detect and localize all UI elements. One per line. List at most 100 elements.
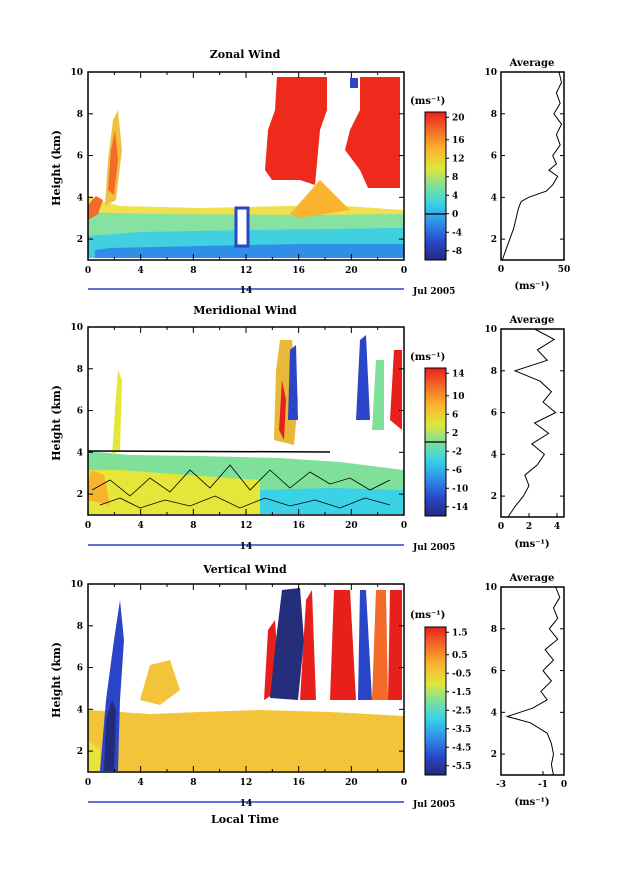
colorbar-tick-label: 0 bbox=[452, 210, 458, 220]
colorbar-tick-label: -5.5 bbox=[452, 762, 471, 772]
colorbar-tick-label: -0.5 bbox=[452, 669, 471, 679]
colorbar-tick-label: -14 bbox=[452, 503, 468, 513]
colorbar-tick-label: -3.5 bbox=[452, 725, 471, 735]
profile-x-tick-label: 0 bbox=[498, 522, 504, 532]
profile-y-tick-label: 6 bbox=[491, 667, 497, 677]
profile-x-axis: 0 2 4 bbox=[498, 513, 560, 532]
profile-title: Average bbox=[509, 573, 555, 584]
profile-y-tick-label: 10 bbox=[484, 583, 497, 593]
x-tick-label: 0 bbox=[85, 778, 91, 788]
colorbar-unit: (ms⁻¹) bbox=[410, 96, 445, 107]
colorbar-tick-label: 6 bbox=[452, 410, 458, 420]
heatmap-area bbox=[88, 72, 404, 260]
profile-y-tick-label: 8 bbox=[491, 625, 497, 635]
heatmap-cell bbox=[288, 345, 298, 420]
colorbar-tick-label: 4 bbox=[452, 191, 458, 201]
heatmap-cell bbox=[390, 350, 402, 430]
profile-x-tick-label: -1 bbox=[538, 780, 548, 790]
colorbar-tick-label: -8 bbox=[452, 247, 462, 257]
colorbar-tick-label: 8 bbox=[452, 173, 458, 183]
profile-x-axis: 0 50 bbox=[498, 256, 570, 275]
x-axis: 0 4 8 12 16 20 0 bbox=[85, 72, 407, 276]
heatmap-cell bbox=[88, 470, 260, 514]
heatmap-cell bbox=[358, 590, 372, 700]
heatmap-cell bbox=[112, 370, 122, 455]
heatmap-cell bbox=[372, 590, 388, 700]
profile-x-label: (ms⁻¹) bbox=[514, 539, 549, 550]
colorbar-tick-label: -10 bbox=[452, 484, 468, 494]
heatmap-cell bbox=[356, 335, 370, 420]
profile-frame bbox=[500, 71, 565, 261]
colorbar-ticks: 20 16 12 8 4 0 -4 -8 bbox=[446, 113, 465, 257]
profile-x-tick-label: -3 bbox=[496, 780, 506, 790]
colorbar-ticks: 1.5 0.5 -0.5 -1.5 -2.5 -3.5 -4.5 -5.5 bbox=[446, 628, 471, 772]
y-axis-label: Height (km) bbox=[50, 130, 63, 206]
profile-x-tick-label: 50 bbox=[558, 265, 571, 275]
x-tick-label: 0 bbox=[85, 521, 91, 531]
x-tick-label: 0 bbox=[85, 266, 91, 276]
profile-line bbox=[507, 328, 557, 518]
x-tick-label: 0 bbox=[401, 521, 407, 531]
x-tick-label: 0 bbox=[401, 778, 407, 788]
profile-x-label: (ms⁻¹) bbox=[514, 797, 549, 808]
y-axis: 2 4 6 8 10 bbox=[70, 68, 404, 245]
colorbar-tick-label: -2.5 bbox=[452, 706, 471, 716]
profile-y-axis: 2 4 6 8 10 bbox=[484, 68, 564, 245]
colorbar-tick-label: -4 bbox=[452, 228, 462, 238]
y-tick-label: 10 bbox=[70, 68, 83, 78]
profile-y-tick-label: 10 bbox=[484, 325, 497, 335]
colorbar-tick-label: -2 bbox=[452, 447, 462, 457]
profile-y-tick-label: 8 bbox=[491, 367, 497, 377]
colorbar-tick-label: 12 bbox=[452, 154, 465, 164]
date-label: Jul 2005 bbox=[412, 800, 455, 810]
contour-line bbox=[99, 495, 391, 509]
profile-y-axis: 2 4 6 8 10 bbox=[484, 325, 564, 502]
date-label: Jul 2005 bbox=[412, 543, 455, 553]
colorbar-tick-label: 14 bbox=[452, 369, 465, 379]
heatmap-area bbox=[87, 327, 404, 515]
profile-y-tick-label: 4 bbox=[491, 450, 497, 460]
y-tick-label: 8 bbox=[77, 622, 83, 632]
x-axis: 0 4 8 12 16 20 0 bbox=[85, 584, 407, 788]
y-tick-label: 2 bbox=[77, 490, 83, 500]
profile-y-axis: 2 4 6 8 10 bbox=[484, 583, 564, 760]
profile-y-tick-label: 2 bbox=[491, 492, 497, 502]
contour-line bbox=[91, 464, 391, 497]
profile-y-tick-label: 2 bbox=[491, 235, 497, 245]
x-tick-label: 16 bbox=[292, 778, 305, 788]
y-tick-label: 10 bbox=[70, 323, 83, 333]
profile-line bbox=[505, 586, 561, 776]
colorbar-tick-label: 2 bbox=[452, 429, 458, 439]
x-tick-label: 12 bbox=[240, 521, 253, 531]
heatmap-cell bbox=[260, 488, 404, 514]
profile-x-label: (ms⁻¹) bbox=[514, 281, 549, 292]
heatmap-cell bbox=[234, 206, 250, 248]
colorbar-tick-label: -1.5 bbox=[452, 688, 471, 698]
day-label: 14 bbox=[240, 542, 253, 552]
profile-y-tick-label: 10 bbox=[484, 68, 497, 78]
colorbar-ticks: 14 10 6 2 -2 -6 -10 -14 bbox=[446, 369, 468, 513]
profile-frame bbox=[500, 586, 565, 776]
date-label: Jul 2005 bbox=[412, 287, 455, 297]
y-tick-label: 8 bbox=[77, 365, 83, 375]
colorbar-tick-label: 10 bbox=[452, 392, 465, 402]
heatmap-cell bbox=[330, 590, 356, 700]
colorbar-tick-label: 0.5 bbox=[452, 651, 468, 661]
colorbar-unit: (ms⁻¹) bbox=[410, 610, 445, 621]
heatmap-cell bbox=[350, 78, 358, 88]
profile-x-tick-label: 0 bbox=[498, 265, 504, 275]
profile-y-tick-label: 6 bbox=[491, 152, 497, 162]
profile-y-tick-label: 8 bbox=[491, 110, 497, 120]
colorbar-unit: (ms⁻¹) bbox=[410, 352, 445, 363]
colorbar-tick-label: 20 bbox=[452, 113, 465, 123]
heatmap-cell bbox=[265, 77, 327, 185]
x-tick-label: 0 bbox=[401, 266, 407, 276]
x-tick-label: 16 bbox=[292, 266, 305, 276]
heatmap-cell bbox=[88, 710, 404, 771]
x-tick-label: 12 bbox=[240, 778, 253, 788]
y-tick-label: 4 bbox=[77, 193, 83, 203]
profile-x-axis: -3 -1 0 bbox=[496, 771, 567, 790]
